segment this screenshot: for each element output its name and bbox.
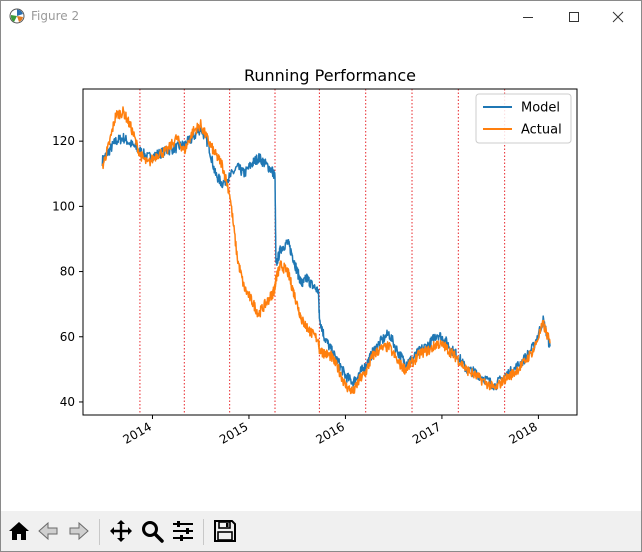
- window-title: Figure 2: [31, 9, 80, 23]
- back-button[interactable]: [34, 517, 62, 545]
- y-tick-label: 60: [60, 330, 75, 344]
- minimize-button[interactable]: [505, 1, 551, 32]
- y-tick-label: 80: [60, 265, 75, 279]
- maximize-icon: [569, 11, 579, 22]
- home-button[interactable]: [5, 517, 33, 545]
- zoom-button[interactable]: [138, 517, 166, 545]
- series-line-actual: [101, 106, 551, 395]
- configure-subplots-icon: [173, 521, 193, 541]
- chart-title: Running Performance: [244, 66, 416, 85]
- legend: Model Actual: [475, 93, 572, 144]
- save-button[interactable]: [211, 517, 239, 545]
- x-tick-label: 2017: [410, 419, 443, 446]
- maximize-button[interactable]: [551, 1, 597, 32]
- home-icon: [9, 522, 29, 540]
- line-chart: Running Performance 40 60 80 100 120 2014 2015…: [52, 66, 578, 447]
- toolbar-separator: [99, 519, 100, 545]
- pan-icon: [110, 520, 132, 542]
- y-tick-label: 120: [52, 134, 75, 148]
- forward-button[interactable]: [65, 517, 93, 545]
- navigation-toolbar: [1, 511, 641, 551]
- plot-frame: [82, 88, 578, 416]
- back-icon: [38, 521, 58, 541]
- pan-button[interactable]: [107, 517, 135, 545]
- matplotlib-app-icon: [9, 8, 25, 24]
- close-button[interactable]: [595, 1, 641, 32]
- toolbar-separator: [203, 519, 204, 545]
- y-tick-label: 40: [60, 395, 75, 409]
- forward-icon: [69, 521, 89, 541]
- minimize-icon: [523, 16, 533, 18]
- configure-subplots-button[interactable]: [169, 517, 197, 545]
- x-tick-label: 2016: [313, 419, 346, 446]
- zoom-icon: [142, 521, 164, 543]
- figure-canvas[interactable]: Running Performance 40 60 80 100 120 2014 2015…: [1, 32, 641, 511]
- series-lines: [101, 106, 551, 395]
- legend-label-model: Model: [521, 101, 560, 116]
- close-icon: [612, 11, 624, 22]
- x-tick-label: 2015: [217, 419, 250, 446]
- save-icon: [214, 520, 236, 542]
- legend-label-actual: Actual: [521, 123, 562, 138]
- y-tick-label: 100: [52, 199, 75, 213]
- x-tick-label: 2014: [121, 419, 154, 446]
- title-bar[interactable]: Figure 2: [1, 1, 641, 32]
- x-tick-label: 2018: [506, 419, 539, 446]
